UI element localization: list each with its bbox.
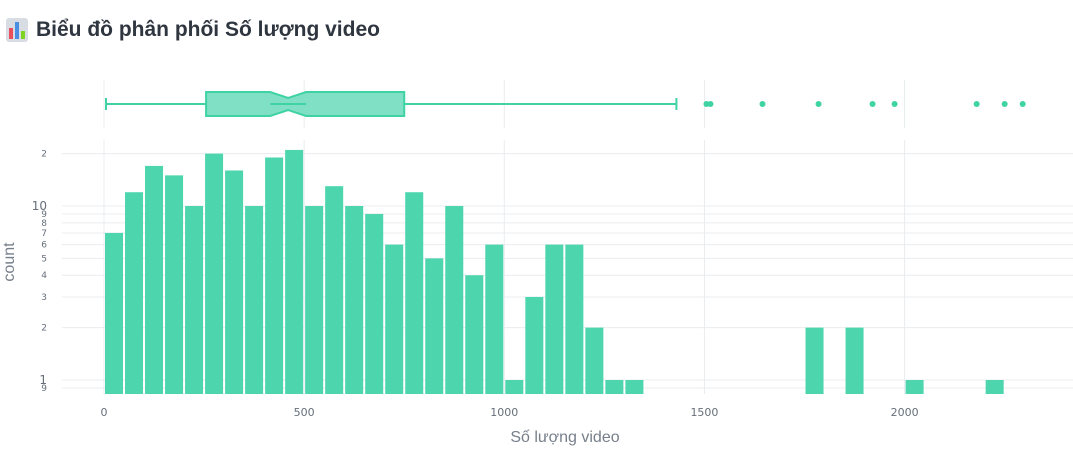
histogram-bar xyxy=(485,244,504,394)
y-tick-label: 8 xyxy=(41,219,47,229)
histogram-bar xyxy=(425,258,444,394)
histogram-bar xyxy=(605,380,624,394)
histogram-bar xyxy=(465,275,484,394)
chart-header: Biểu đồ phân phối Số lượng video xyxy=(6,18,380,42)
x-axis-title: Số lượng video xyxy=(510,429,619,446)
box-outlier-point xyxy=(1001,101,1008,107)
box-outlier-point xyxy=(869,101,876,107)
histogram-bar xyxy=(125,192,144,394)
y-tick-label: 7 xyxy=(41,229,47,239)
x-tick-label: 1000 xyxy=(490,406,518,419)
x-tick-label: 500 xyxy=(294,406,315,419)
y-tick-label: 9 xyxy=(41,384,47,394)
histogram-bar xyxy=(405,192,424,394)
y-axis-title: count xyxy=(1,242,18,282)
boxplot xyxy=(105,91,1026,117)
y-tick-label: 10 xyxy=(32,199,47,213)
histogram-bar xyxy=(285,149,304,394)
histogram-bar xyxy=(525,296,544,394)
histogram-bar xyxy=(585,327,604,394)
x-tick-label: 0 xyxy=(101,406,108,419)
histogram-bar xyxy=(265,157,284,394)
histogram-bar xyxy=(985,380,1004,394)
histogram-bar xyxy=(345,206,364,394)
histogram-bars xyxy=(105,149,1004,394)
histogram-bar xyxy=(185,206,204,394)
histogram-bar xyxy=(565,244,584,394)
y-tick-label: 6 xyxy=(41,241,47,251)
histogram-bar xyxy=(445,206,464,394)
y-tick-label: 2 xyxy=(41,150,47,160)
histogram-bar xyxy=(165,175,184,394)
x-tick-label: 2000 xyxy=(891,406,919,419)
box-outlier-point xyxy=(707,101,714,107)
histogram-bar xyxy=(225,170,244,394)
box-outlier-point xyxy=(1019,101,1026,107)
histogram-bar xyxy=(845,327,864,394)
y-tick-label: 9 xyxy=(41,210,47,220)
histogram-bar xyxy=(365,213,384,394)
histogram-bar xyxy=(145,165,164,394)
y-tick-label: 4 xyxy=(41,271,47,281)
histogram-bar xyxy=(805,327,824,394)
bar-chart-icon xyxy=(6,18,28,42)
histogram-bar xyxy=(305,206,324,394)
box-outlier-point xyxy=(891,101,898,107)
chart-title: Biểu đồ phân phối Số lượng video xyxy=(36,18,380,41)
y-tick-label: 1 xyxy=(39,373,47,387)
y-tick-label: 3 xyxy=(41,293,47,303)
histogram-bar xyxy=(205,153,224,394)
box-outlier-point xyxy=(815,101,822,107)
histogram-bar xyxy=(505,380,524,394)
histogram-bar xyxy=(105,232,124,394)
histogram-bar xyxy=(385,244,404,394)
histogram-bar xyxy=(545,244,564,394)
x-tick-label: 1500 xyxy=(690,406,718,419)
y-tick-label: 5 xyxy=(41,254,47,264)
histogram-bar xyxy=(625,380,644,394)
box-outlier-point xyxy=(759,101,766,107)
box-outlier-point xyxy=(973,101,980,107)
y-tick-label: 2 xyxy=(41,324,47,334)
histogram-bar xyxy=(325,186,344,394)
histogram-bar xyxy=(905,380,924,394)
histogram-bar xyxy=(245,206,264,394)
